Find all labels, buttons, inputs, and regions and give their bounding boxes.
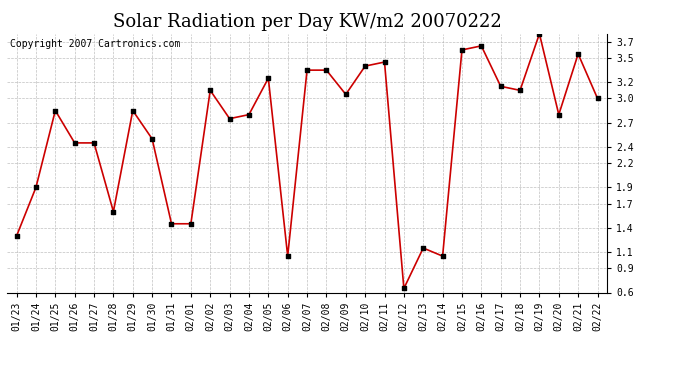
Point <box>340 92 351 98</box>
Point <box>398 285 409 291</box>
Point <box>534 31 545 37</box>
Point <box>30 184 41 190</box>
Point <box>437 253 448 259</box>
Point <box>127 108 138 114</box>
Point <box>205 87 216 93</box>
Point <box>592 96 603 102</box>
Point <box>515 87 526 93</box>
Point <box>146 136 157 142</box>
Point <box>553 112 564 118</box>
Point <box>244 112 255 118</box>
Point <box>186 221 197 227</box>
Point <box>302 67 313 73</box>
Point <box>573 51 584 57</box>
Point <box>417 245 428 251</box>
Point <box>476 43 487 49</box>
Point <box>69 140 80 146</box>
Title: Solar Radiation per Day KW/m2 20070222: Solar Radiation per Day KW/m2 20070222 <box>112 13 502 31</box>
Point <box>379 59 390 65</box>
Text: Copyright 2007 Cartronics.com: Copyright 2007 Cartronics.com <box>10 39 180 49</box>
Point <box>495 83 506 89</box>
Point <box>321 67 332 73</box>
Point <box>166 221 177 227</box>
Point <box>457 47 468 53</box>
Point <box>11 233 22 239</box>
Point <box>224 116 235 122</box>
Point <box>282 253 293 259</box>
Point <box>263 75 274 81</box>
Point <box>108 209 119 214</box>
Point <box>88 140 99 146</box>
Point <box>359 63 371 69</box>
Point <box>50 108 61 114</box>
